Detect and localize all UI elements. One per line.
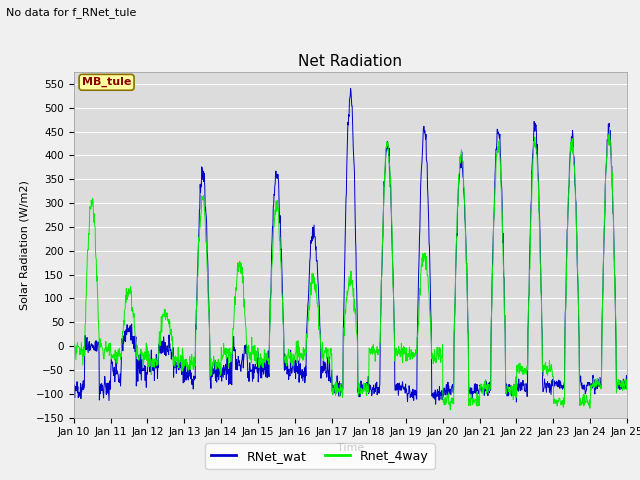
RNet_wat [437, 390, 445, 396]
RNet_wat [432, 401, 440, 407]
Line: Rnet_4way: Rnet_4way [74, 127, 627, 410]
Text: No data for f_RNet_tule: No data for f_RNet_tule [6, 7, 137, 18]
Rnet_4way [255, 360, 262, 366]
RNet_wat [179, 380, 187, 386]
Title: Net Radiation: Net Radiation [298, 54, 403, 70]
RNet_wat [509, 385, 517, 391]
Rnet_4way [70, 351, 77, 357]
Text: MB_tule: MB_tule [82, 77, 131, 87]
Rnet_4way [436, 348, 444, 353]
RNet_wat [347, 85, 355, 91]
Y-axis label: Solar Radiation (W/m2): Solar Radiation (W/m2) [20, 180, 30, 310]
RNet_wat [255, 363, 262, 369]
X-axis label: Time: Time [337, 443, 364, 453]
Rnet_4way [179, 353, 187, 359]
Legend: RNet_wat, Rnet_4way: RNet_wat, Rnet_4way [205, 444, 435, 469]
Rnet_4way [193, 299, 200, 305]
Rnet_4way [509, 384, 516, 389]
Rnet_4way [605, 124, 613, 130]
Line: RNet_wat: RNet_wat [74, 88, 627, 404]
Rnet_4way [558, 398, 566, 404]
Rnet_4way [623, 377, 631, 383]
RNet_wat [558, 384, 566, 390]
RNet_wat [70, 393, 77, 399]
RNet_wat [623, 384, 631, 389]
Rnet_4way [446, 407, 454, 413]
RNet_wat [193, 302, 200, 308]
